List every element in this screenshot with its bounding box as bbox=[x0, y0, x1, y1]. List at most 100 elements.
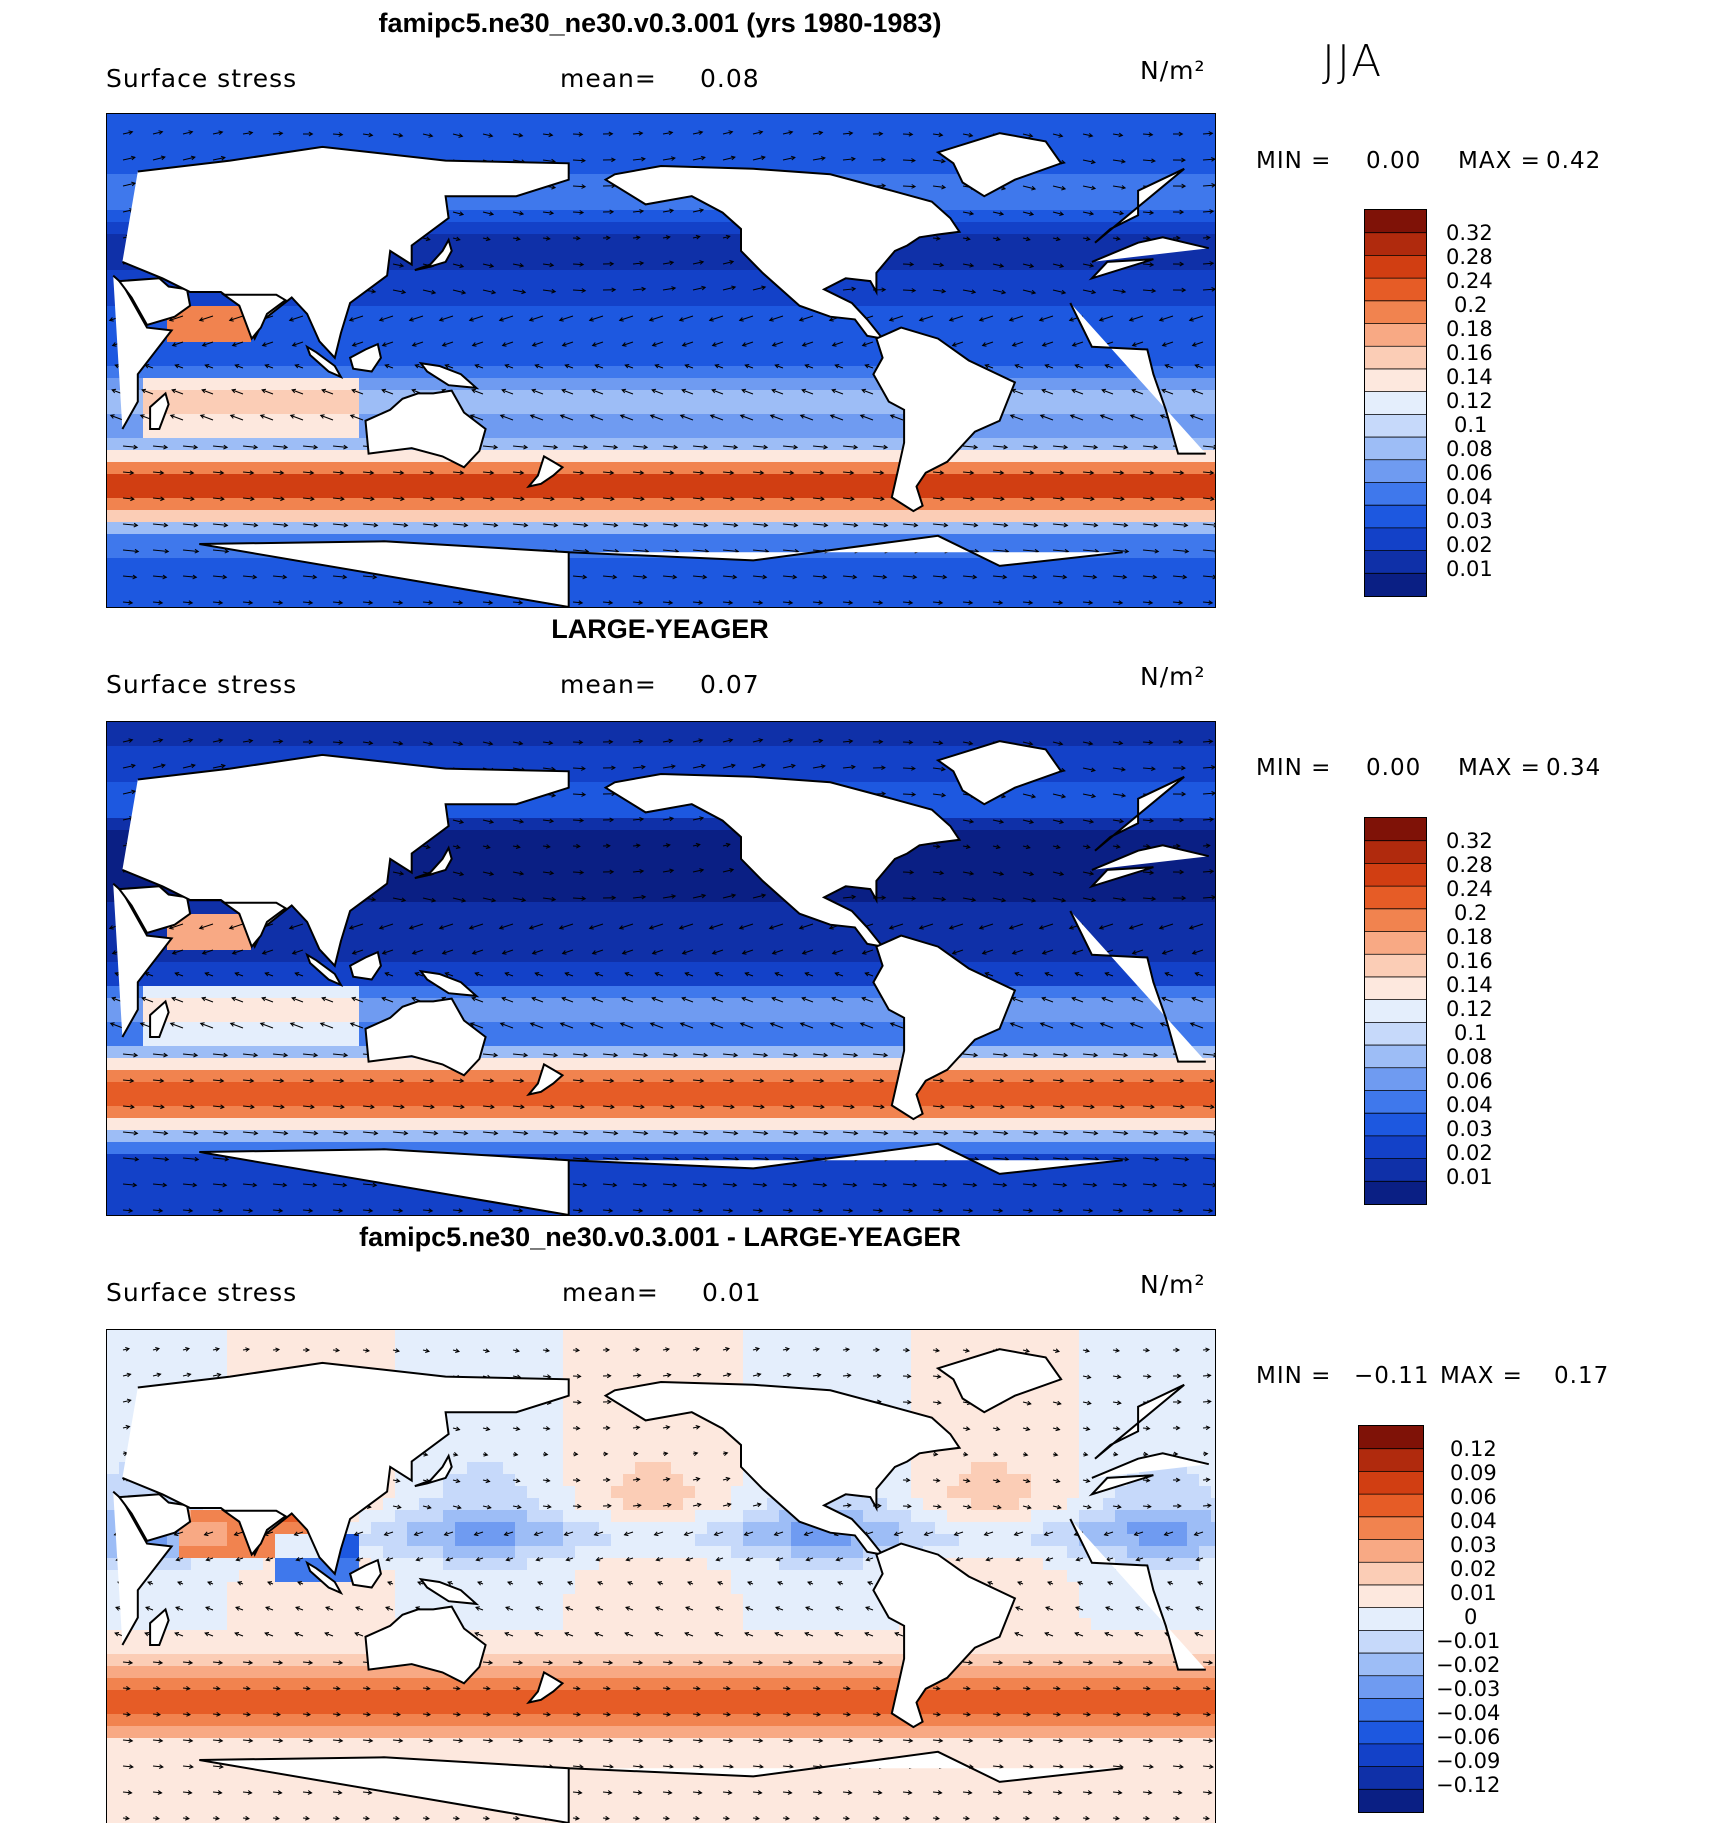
panel-1-max-value: 0.42 bbox=[1546, 148, 1601, 174]
colorbar-label: 0.12 bbox=[1446, 997, 1493, 1021]
panel-2-title: LARGE-YEAGER bbox=[340, 614, 980, 645]
panel-1-colorbar bbox=[1364, 209, 1427, 597]
panel-1-title: famipc5.ne30_ne30.v0.3.001 (yrs 1980-198… bbox=[340, 8, 980, 39]
panel-3-mean-value: 0.01 bbox=[702, 1278, 762, 1307]
colorbar-label: 0.04 bbox=[1446, 485, 1493, 509]
panel-1-min-label: MIN = bbox=[1256, 148, 1331, 174]
colorbar-label: 0.01 bbox=[1446, 1165, 1493, 1189]
colorbar-label: 0.28 bbox=[1446, 245, 1493, 269]
panel-3-max-label: MAX = bbox=[1440, 1363, 1523, 1389]
panel-2-colorbar-labels: 0.32 0.28 0.24 0.2 0.18 0.16 0.14 0.12 0… bbox=[1430, 817, 1540, 1203]
colorbar-swatch bbox=[1359, 1630, 1423, 1653]
colorbar-label: 0.03 bbox=[1450, 1533, 1497, 1557]
colorbar-swatch bbox=[1365, 1022, 1426, 1045]
panel-1-min-value: 0.00 bbox=[1366, 148, 1421, 174]
colorbar-label: 0.16 bbox=[1446, 341, 1493, 365]
colorbar-swatch bbox=[1365, 392, 1426, 415]
panel-2-max-value: 0.34 bbox=[1546, 755, 1601, 781]
panel-3-title: famipc5.ne30_ne30.v0.3.001 - LARGE-YEAGE… bbox=[300, 1222, 1020, 1253]
colorbar-swatch bbox=[1359, 1585, 1423, 1608]
colorbar-swatch bbox=[1365, 1090, 1426, 1113]
panel-1-max-label: MAX = bbox=[1458, 148, 1541, 174]
panel-3-colorbar-labels: 0.12 0.09 0.06 0.04 0.03 0.02 0.01 0 −0.… bbox=[1426, 1425, 1546, 1811]
colorbar-swatch bbox=[1365, 460, 1426, 483]
panel-2-units: N/m² bbox=[1140, 662, 1206, 691]
colorbar-label: 0.01 bbox=[1450, 1581, 1497, 1605]
panel-3-units: N/m² bbox=[1140, 1270, 1206, 1299]
colorbar-swatch bbox=[1365, 841, 1426, 864]
colorbar-swatch bbox=[1365, 210, 1426, 233]
colorbar-label: 0.04 bbox=[1450, 1509, 1497, 1533]
colorbar-label: 0.1 bbox=[1454, 1021, 1487, 1045]
colorbar-swatch bbox=[1365, 909, 1426, 932]
colorbar-swatch bbox=[1359, 1608, 1423, 1631]
colorbar-label: 0.14 bbox=[1446, 365, 1493, 389]
colorbar-swatch bbox=[1359, 1676, 1423, 1699]
colorbar-label: 0.06 bbox=[1446, 461, 1493, 485]
colorbar-swatch bbox=[1365, 1068, 1426, 1091]
colorbar-label: 0.16 bbox=[1446, 949, 1493, 973]
colorbar-swatch bbox=[1365, 1181, 1426, 1204]
colorbar-swatch bbox=[1359, 1698, 1423, 1721]
panel-3-mean-label: mean= bbox=[562, 1278, 659, 1307]
colorbar-swatch bbox=[1365, 1136, 1426, 1159]
panel-1-mean-value: 0.08 bbox=[700, 64, 760, 93]
colorbar-swatch bbox=[1365, 1113, 1426, 1136]
colorbar-swatch bbox=[1359, 1449, 1423, 1472]
panel-3-colorbar bbox=[1358, 1425, 1424, 1813]
colorbar-label: 0.1 bbox=[1454, 413, 1487, 437]
colorbar-label: 0.09 bbox=[1450, 1461, 1497, 1485]
colorbar-label: −0.01 bbox=[1436, 1629, 1500, 1653]
panel-3-min-label: MIN = bbox=[1256, 1363, 1331, 1389]
colorbar-label: 0.18 bbox=[1446, 317, 1493, 341]
panel-2-min-value: 0.00 bbox=[1366, 755, 1421, 781]
colorbar-swatch bbox=[1365, 414, 1426, 437]
colorbar-label: 0.28 bbox=[1446, 853, 1493, 877]
colorbar-label: 0.12 bbox=[1446, 389, 1493, 413]
colorbar-swatch bbox=[1365, 437, 1426, 460]
colorbar-swatch bbox=[1359, 1517, 1423, 1540]
colorbar-swatch bbox=[1365, 1000, 1426, 1023]
panel-3-max-value: 0.17 bbox=[1554, 1363, 1609, 1389]
colorbar-label: −0.12 bbox=[1436, 1773, 1500, 1797]
colorbar-swatch bbox=[1365, 278, 1426, 301]
colorbar-swatch bbox=[1365, 932, 1426, 955]
panel-2-max-label: MAX = bbox=[1458, 755, 1541, 781]
colorbar-label: 0.02 bbox=[1446, 533, 1493, 557]
colorbar-swatch bbox=[1365, 505, 1426, 528]
colorbar-label: 0.24 bbox=[1446, 269, 1493, 293]
colorbar-swatch bbox=[1359, 1767, 1423, 1790]
panel-2-colorbar bbox=[1364, 817, 1427, 1205]
colorbar-swatch bbox=[1365, 551, 1426, 574]
colorbar-label: 0.02 bbox=[1450, 1557, 1497, 1581]
colorbar-label: 0.06 bbox=[1450, 1485, 1497, 1509]
colorbar-label: 0.12 bbox=[1450, 1437, 1497, 1461]
panel-2-map bbox=[106, 721, 1216, 1216]
colorbar-swatch bbox=[1359, 1789, 1423, 1812]
panel-3-min-value: −0.11 bbox=[1354, 1363, 1429, 1389]
colorbar-label: −0.02 bbox=[1436, 1653, 1500, 1677]
colorbar-swatch bbox=[1359, 1471, 1423, 1494]
colorbar-label: 0.2 bbox=[1454, 901, 1487, 925]
colorbar-swatch bbox=[1365, 255, 1426, 278]
colorbar-swatch bbox=[1365, 324, 1426, 347]
colorbar-swatch bbox=[1365, 573, 1426, 596]
colorbar-label: −0.03 bbox=[1436, 1677, 1500, 1701]
colorbar-swatch bbox=[1365, 528, 1426, 551]
panel-1-variable: Surface stress bbox=[106, 64, 297, 93]
panel-2-mean-label: mean= bbox=[560, 670, 657, 699]
panel-1-map bbox=[106, 113, 1216, 608]
colorbar-swatch bbox=[1365, 1045, 1426, 1068]
colorbar-swatch bbox=[1365, 369, 1426, 392]
colorbar-swatch bbox=[1359, 1562, 1423, 1585]
colorbar-label: 0.14 bbox=[1446, 973, 1493, 997]
panel-1-units: N/m² bbox=[1140, 56, 1206, 85]
colorbar-swatch bbox=[1365, 482, 1426, 505]
colorbar-swatch bbox=[1365, 301, 1426, 324]
panel-1-mean-label: mean= bbox=[560, 64, 657, 93]
colorbar-label: −0.04 bbox=[1436, 1701, 1500, 1725]
colorbar-swatch bbox=[1365, 346, 1426, 369]
colorbar-label: −0.09 bbox=[1436, 1749, 1500, 1773]
colorbar-swatch bbox=[1359, 1426, 1423, 1449]
colorbar-swatch bbox=[1359, 1653, 1423, 1676]
